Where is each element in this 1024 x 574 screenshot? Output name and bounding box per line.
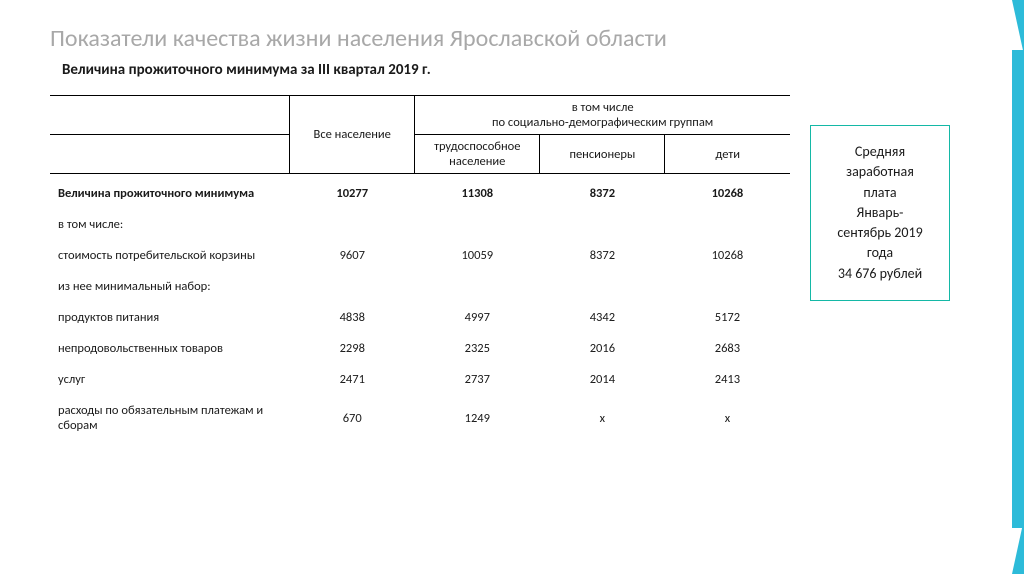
header-group-span: в том числе по социально-демографическим… — [415, 96, 790, 135]
sidebox-line: 34 676 рублей — [821, 264, 939, 284]
table-row: Величина прожиточного минимума 10277 113… — [50, 182, 790, 205]
header-working-age: трудоспособное население — [415, 135, 540, 174]
cell-value: 2737 — [415, 368, 540, 391]
row-label-basket: стоимость потребительской корзины — [50, 244, 290, 267]
cell-value: 2413 — [665, 368, 790, 391]
cell-value: 2014 — [540, 368, 665, 391]
slide-subtitle: Величина прожиточного минимума за III кв… — [62, 61, 974, 79]
header-children: дети — [665, 135, 790, 174]
row-label-minset: из нее минимальный набор: — [50, 275, 290, 298]
row-label-nonfood: непродовольственных товаров — [50, 337, 290, 360]
cell-value: 2471 — [290, 368, 415, 391]
cell-value: 2325 — [415, 337, 540, 360]
row-label-main: Величина прожиточного минимума — [50, 182, 290, 205]
cell-value: 8372 — [540, 182, 665, 205]
sidebox-line: заработная — [821, 162, 939, 182]
header-pensioners: пенсионеры — [540, 135, 665, 174]
row-label-mandatory: расходы по обязательным платежам и сбора… — [50, 399, 290, 437]
cell-value: 4342 — [540, 306, 665, 329]
cell-value: x — [540, 399, 665, 437]
cell-value: 2016 — [540, 337, 665, 360]
row-label-food: продуктов питания — [50, 306, 290, 329]
table-row: в том числе: — [50, 213, 790, 236]
cell-value: 2298 — [290, 337, 415, 360]
sidebox-line: Январь- — [821, 203, 939, 223]
cell-value: 8372 — [540, 244, 665, 267]
cell-value: 10268 — [665, 182, 790, 205]
accent-top-triangle — [1012, 0, 1024, 55]
accent-right-bar — [1012, 50, 1024, 528]
cell-value: x — [665, 399, 790, 437]
sidebox-line: Средняя — [821, 142, 939, 162]
sidebox-line: года — [821, 243, 939, 263]
cell-value: 4997 — [415, 306, 540, 329]
table-row: продуктов питания 4838 4997 4342 5172 — [50, 306, 790, 329]
slide-title: Показатели качества жизни населения Ярос… — [50, 24, 974, 53]
cell-value: 5172 — [665, 306, 790, 329]
table-row: непродовольственных товаров 2298 2325 20… — [50, 337, 790, 360]
average-wage-box: Средняя заработная плата Январь- сентябр… — [810, 125, 950, 301]
cell-value: 1249 — [415, 399, 540, 437]
row-label-incl: в том числе: — [50, 213, 290, 236]
main-row: Все население в том числе по социально-д… — [50, 95, 974, 437]
cell-value: 9607 — [290, 244, 415, 267]
header-all-population: Все население — [290, 96, 415, 174]
cell-value: 10277 — [290, 182, 415, 205]
cell-value: 11308 — [415, 182, 540, 205]
table-row: расходы по обязательным платежам и сбора… — [50, 399, 790, 437]
table-header-row-2: трудоспособное население пенсионеры дети — [50, 135, 790, 174]
cell-value: 10268 — [665, 244, 790, 267]
table-row: услуг 2471 2737 2014 2413 — [50, 368, 790, 391]
living-wage-table: Все население в том числе по социально-д… — [50, 95, 790, 437]
accent-bottom-triangle — [1012, 519, 1024, 574]
cell-value: 10059 — [415, 244, 540, 267]
cell-value: 670 — [290, 399, 415, 437]
slide-content: Показатели качества жизни населения Ярос… — [0, 0, 1024, 461]
row-label-services: услуг — [50, 368, 290, 391]
header-blank-2 — [50, 135, 290, 174]
cell-value: 4838 — [290, 306, 415, 329]
cell-value: 2683 — [665, 337, 790, 360]
table-header-row-1: Все население в том числе по социально-д… — [50, 96, 790, 135]
table-row: из нее минимальный набор: — [50, 275, 790, 298]
table-row: стоимость потребительской корзины 9607 1… — [50, 244, 790, 267]
header-blank — [50, 96, 290, 135]
sidebox-line: сентябрь 2019 — [821, 223, 939, 243]
sidebox-line: плата — [821, 183, 939, 203]
